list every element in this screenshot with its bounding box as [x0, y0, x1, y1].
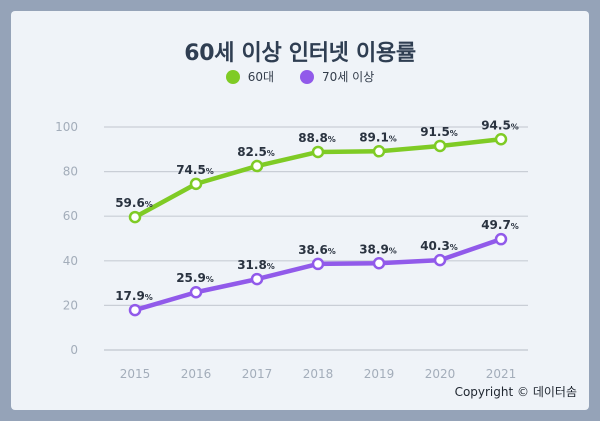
data-point-70s [433, 253, 447, 267]
x-tick-label: 2016 [181, 367, 212, 381]
legend-item-70s: 70세 이상 [300, 68, 374, 85]
chart-legend: 60대 70세 이상 [11, 68, 589, 85]
x-tick-label: 2021 [486, 367, 517, 381]
data-point-60s [189, 177, 203, 191]
x-tick-label: 2019 [364, 367, 395, 381]
data-label-70s: 25.9% [176, 271, 214, 285]
y-tick-label: 0 [70, 343, 78, 357]
data-label-60s: 91.5% [420, 125, 458, 139]
legend-label-60s: 60대 [247, 70, 275, 84]
data-label-60s: 89.1% [359, 130, 397, 144]
data-point-70s [128, 303, 142, 317]
x-tick-label: 2017 [242, 367, 273, 381]
copyright-text: Copyright © 데이터솜 [454, 385, 577, 399]
data-label-70s: 38.9% [359, 242, 397, 256]
data-point-70s [311, 257, 325, 271]
x-tick-label: 2020 [425, 367, 456, 381]
legend-marker-60s [225, 69, 240, 84]
y-tick-label: 40 [63, 254, 78, 268]
data-point-70s [189, 285, 203, 299]
data-point-60s [311, 145, 325, 159]
data-label-70s: 38.6% [298, 243, 336, 257]
y-tick-label: 20 [63, 298, 78, 312]
data-point-60s [494, 133, 508, 146]
data-label-60s: 94.5% [481, 118, 519, 132]
data-label-70s: 40.3% [420, 239, 458, 253]
data-label-70s: 17.9% [115, 289, 153, 303]
y-tick-label: 60 [63, 209, 78, 223]
data-point-70s [250, 272, 264, 286]
y-tick-label: 100 [55, 120, 78, 134]
data-label-60s: 74.5% [176, 163, 214, 177]
data-label-60s: 59.6% [115, 196, 153, 210]
data-point-60s [128, 210, 142, 224]
data-point-70s [372, 257, 386, 270]
data-label-70s: 31.8% [237, 258, 275, 272]
data-point-60s [250, 159, 264, 173]
data-point-60s [433, 139, 447, 153]
chart-title: 60세 이상 인터넷 이용률 [184, 41, 416, 66]
legend-marker-70s [300, 69, 315, 84]
data-point-70s [494, 232, 508, 246]
data-label-60s: 88.8% [298, 131, 336, 145]
data-label-70s: 49.7% [481, 218, 519, 232]
data-label-60s: 82.5% [237, 145, 275, 159]
legend-label-70s: 70세 이상 [322, 70, 375, 84]
chart-card: 60세 이상 인터넷 이용률 60대 70세 이상 Copyright © 데이… [11, 11, 589, 410]
x-tick-label: 2015 [120, 367, 151, 381]
legend-item-60s: 60대 [225, 68, 275, 85]
y-tick-label: 80 [63, 165, 78, 179]
x-tick-label: 2018 [303, 367, 334, 381]
data-point-60s [372, 145, 386, 158]
